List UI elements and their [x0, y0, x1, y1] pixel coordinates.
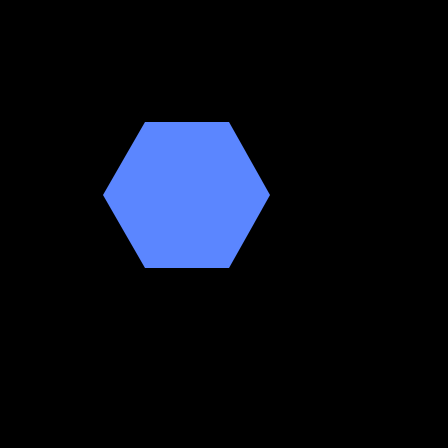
- blue-hexagon: [103, 122, 270, 268]
